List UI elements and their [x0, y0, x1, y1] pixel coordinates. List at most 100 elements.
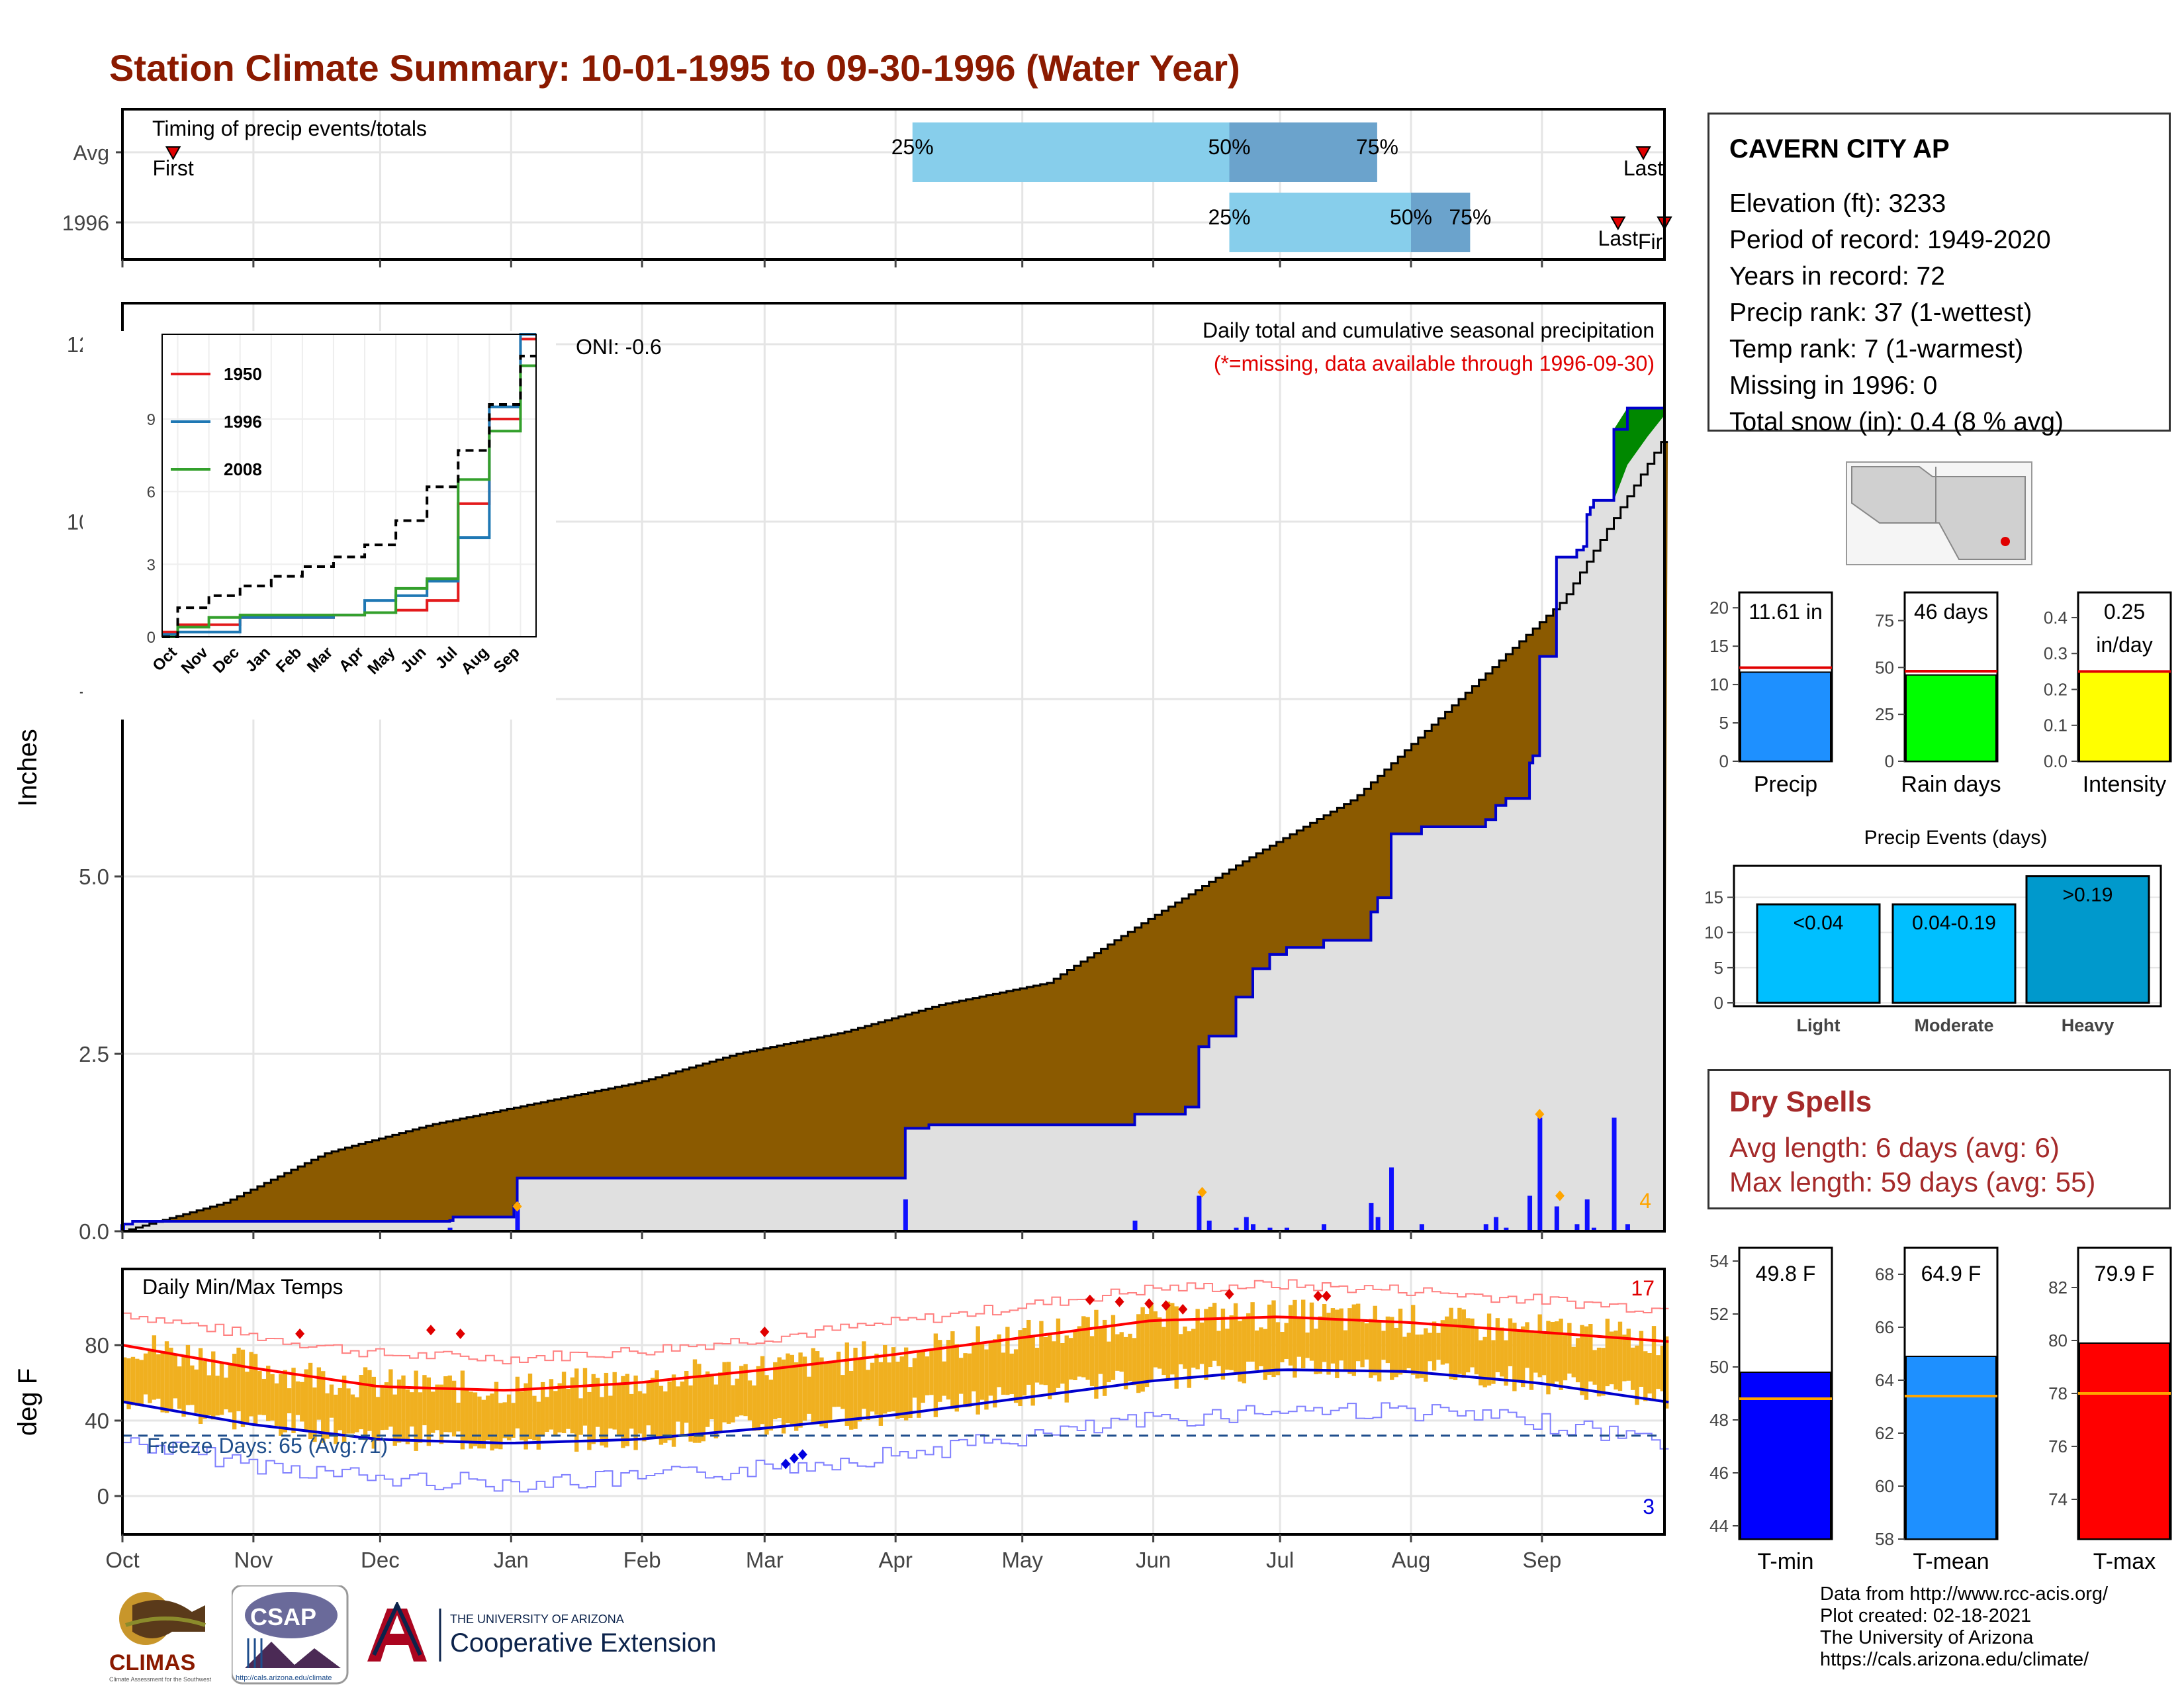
daily-temp-bar: [261, 1378, 267, 1415]
daily-temp-bar: [1140, 1307, 1145, 1392]
summary-bar-precip: [1740, 671, 1831, 763]
daily-temp-bar: [274, 1383, 279, 1426]
temp-summary-x-label: T-max: [2093, 1549, 2156, 1574]
daily-temp-bar: [671, 1374, 676, 1447]
daily-temp-bar: [481, 1399, 486, 1449]
temp-summary-x-label: T-min: [1758, 1549, 1814, 1574]
record-low-marker: [797, 1449, 807, 1460]
summary-y-tick-label: 0.0: [2044, 751, 2068, 771]
daily-temp-bar: [722, 1362, 727, 1423]
daily-precip-bar: [1389, 1167, 1394, 1231]
summary-x-label: Rain days: [1901, 772, 2001, 797]
daily-temp-bar: [1643, 1351, 1648, 1401]
daily-temp-bar: [1001, 1352, 1006, 1395]
daily-temp-bar: [1428, 1333, 1432, 1362]
daily-temp-bar: [1622, 1335, 1627, 1382]
timing-label-75: 75%: [1449, 205, 1491, 229]
daily-temp-bar: [1322, 1304, 1327, 1362]
daily-precip-bar: [1234, 1227, 1239, 1231]
daily-temp-bar: [469, 1391, 473, 1449]
daily-temp-bar: [465, 1388, 469, 1441]
temp-summary-y-tick-label: 66: [1875, 1317, 1894, 1337]
daily-temp-bar: [350, 1394, 355, 1434]
events-bar-light: [1756, 903, 1881, 1004]
record-high-marker: [1085, 1294, 1095, 1305]
daily-temp-bar: [629, 1393, 634, 1429]
cumulative-title: Daily total and cumulative seasonal prec…: [1203, 318, 1655, 342]
daily-temp-bar: [561, 1372, 567, 1434]
summary-x-label: Intensity: [2083, 772, 2167, 797]
daily-temp-bar: [1381, 1331, 1386, 1360]
events-title: Precip Events (days): [1864, 827, 2048, 849]
temp-summary-y-tick-label: 76: [2048, 1436, 2068, 1456]
csap-logo: CSAP http://cals.arizona.edu/climate: [232, 1585, 349, 1685]
daily-temp-bar: [1153, 1311, 1158, 1368]
daily-temp-bar: [456, 1402, 461, 1432]
daily-temp-bar: [1111, 1315, 1116, 1380]
daily-temp-bar: [967, 1353, 972, 1407]
inset-y-tick-label: 6: [147, 484, 156, 502]
events-y-tick-label: 5: [1714, 958, 1723, 978]
summary-y-tick-label: 75: [1875, 611, 1894, 631]
events-bar-label: 0.04-0.19: [1912, 912, 1996, 934]
daily-temp-bar: [308, 1362, 313, 1440]
daily-temp-bar: [198, 1348, 203, 1425]
daily-temp-bar: [853, 1347, 858, 1429]
daily-precip-bar: [1554, 1206, 1559, 1231]
daily-temp-bar: [304, 1369, 308, 1431]
daily-temp-bar: [1048, 1334, 1052, 1399]
station-name: CAVERN CITY AP: [1729, 134, 1950, 164]
daily-temp-bar: [1339, 1308, 1343, 1361]
cumulative-y-tick-label: 5.0: [79, 865, 109, 889]
daily-temp-bar: [143, 1353, 148, 1395]
daily-temp-bar: [257, 1371, 262, 1415]
daily-temp-bar: [190, 1365, 195, 1405]
daily-precip-bar: [1591, 1227, 1596, 1231]
daily-temp-bar: [997, 1334, 1001, 1387]
dry-spells-box: Dry Spells Avg length: 6 days (avg: 6) M…: [1707, 1069, 2171, 1209]
record-high-marker: [1161, 1300, 1171, 1311]
daily-temp-bar: [401, 1375, 406, 1442]
timing-first-label: First: [153, 156, 194, 180]
daily-temp-bar: [1500, 1327, 1504, 1377]
daily-temp-bar: [164, 1341, 169, 1413]
summary-bar-rain-days: [1905, 674, 1997, 763]
daily-precip-bar: [1197, 1196, 1202, 1231]
daily-temp-bar: [574, 1368, 579, 1452]
daily-temp-bar: [1233, 1303, 1238, 1372]
daily-temp-bar: [300, 1382, 304, 1422]
timing-row-label: Avg: [73, 141, 109, 165]
temp-summary-y-tick-label: 64: [1875, 1370, 1894, 1390]
cumulative-y-tick-label: 0.0: [79, 1219, 109, 1244]
daily-temp-bar: [240, 1349, 246, 1427]
daily-temp-bar: [245, 1372, 250, 1424]
daily-temp-bar: [735, 1378, 739, 1417]
timing-bar-50-75: [1229, 122, 1377, 182]
daily-temp-bar: [1432, 1321, 1437, 1371]
daily-temp-bar: [1474, 1326, 1479, 1375]
daily-temp-bar: [341, 1376, 347, 1443]
daily-temp-bar: [321, 1371, 326, 1443]
summary-y-tick-label: 0: [1719, 751, 1729, 771]
record-count-label: 4: [1639, 1189, 1651, 1213]
daily-temp-bar: [616, 1383, 621, 1436]
daily-temp-bar: [338, 1387, 342, 1430]
daily-temp-bar: [1263, 1329, 1267, 1380]
daily-temp-bar: [1098, 1327, 1103, 1374]
daily-temp-bar: [917, 1352, 921, 1418]
daily-temp-bar: [426, 1377, 431, 1446]
daily-temp-bar: [1596, 1347, 1602, 1397]
station-years: Years in record: 72: [1729, 262, 1945, 291]
record-high-marker: [1115, 1296, 1124, 1307]
daily-temp-bar: [156, 1354, 161, 1399]
timing-row-label: 1996: [62, 211, 109, 235]
daily-temp-bar: [794, 1362, 799, 1431]
temp-record-low-envelope: [122, 1402, 1669, 1493]
daily-temp-bar: [1546, 1321, 1551, 1395]
summary-y-tick-label: 0: [1885, 751, 1894, 771]
temp-avg-min-line: [122, 1368, 1669, 1444]
daily-precip-bar: [515, 1203, 520, 1231]
daily-temp-bar: [642, 1393, 647, 1442]
summary-y-tick-label: 10: [1709, 675, 1729, 694]
daily-temp-bar: [439, 1384, 444, 1444]
